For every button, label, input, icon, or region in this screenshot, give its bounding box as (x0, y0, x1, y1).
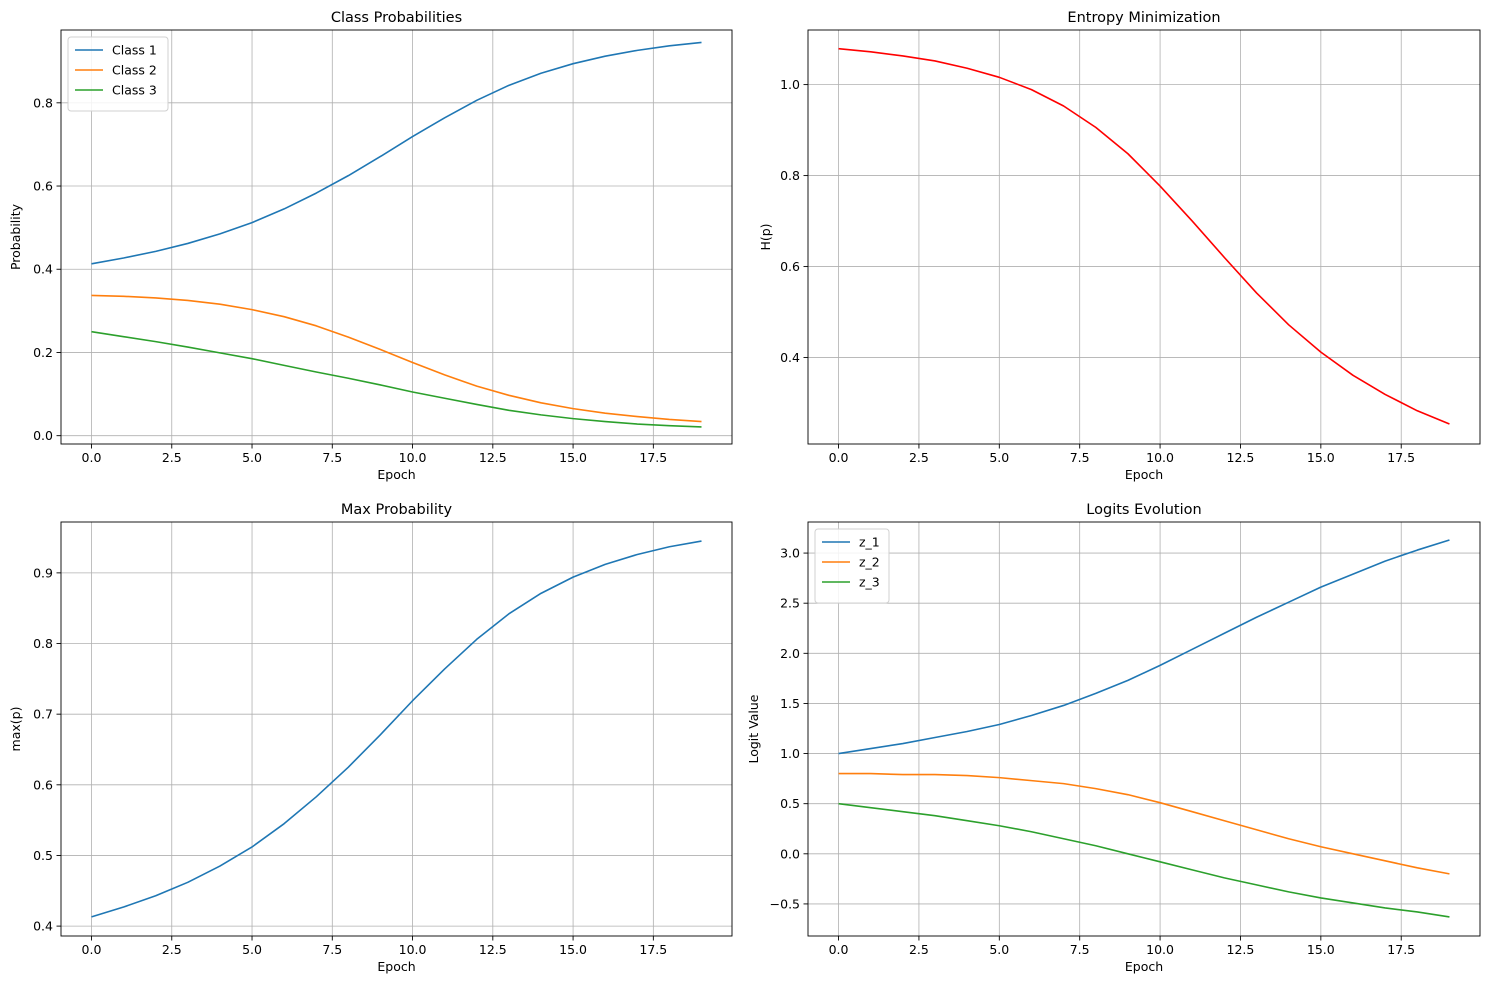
chart-panel-4: 0.0 2.5 5.0 7.5 10.0 12.5 15.0 17.5 −0.5 0.0 0.5 1.… (746, 502, 1481, 974)
y-axis-label: H(p) (758, 223, 773, 250)
x-tick-label: 10.0 (399, 450, 427, 465)
chart-title: Max Probability (341, 502, 453, 518)
series-line-max-p- (91, 540, 702, 918)
x-tick-label: 7.5 (1070, 942, 1090, 957)
x-tick-label: 0.0 (82, 942, 102, 957)
legend-entry-label: z_2 (859, 555, 880, 570)
y-tick-label: 0.8 (780, 168, 800, 183)
series-line-z-3 (838, 802, 1450, 918)
y-tick-label: 0.9 (33, 565, 53, 580)
y-tick-label: 0.6 (33, 179, 53, 194)
chart-panel-1: 0.0 2.5 5.0 7.5 10.0 12.5 15.0 17.5 0.0 0.2 0.4 0.6… (8, 10, 733, 482)
y-tick-label: 0.8 (33, 95, 53, 110)
y-tick-label: 0.5 (780, 796, 800, 811)
series-line-class-2 (91, 294, 702, 423)
chart-panel-2: 0.0 2.5 5.0 7.5 10.0 12.5 15.0 17.5 0.4 0.6 0.8 1.0… (758, 10, 1481, 482)
x-tick-label: 15.0 (559, 942, 587, 957)
x-tick-label: 5.0 (989, 942, 1009, 957)
legend: Class 1 Class 2 Class 3 (67, 36, 169, 112)
legend-box (814, 528, 890, 604)
legend-entry-label: Class 3 (112, 83, 157, 98)
legend-entry-label: z_3 (859, 575, 880, 590)
y-tick-label: 0.4 (780, 350, 800, 365)
legend-entry-label: Class 1 (112, 43, 157, 58)
x-axis-label: Epoch (377, 959, 415, 974)
x-axis-label: Epoch (377, 467, 415, 482)
series-line-z-2 (838, 772, 1450, 875)
legend-box (67, 36, 169, 112)
x-tick-label: 2.5 (909, 450, 929, 465)
x-tick-label: 12.5 (479, 942, 507, 957)
y-tick-label: 1.5 (780, 696, 800, 711)
x-tick-label: 17.5 (1387, 942, 1415, 957)
y-tick-label: −0.5 (770, 896, 800, 911)
y-tick-label: 0.6 (780, 259, 800, 274)
x-tick-label: 17.5 (1387, 450, 1415, 465)
y-tick-label: 2.0 (780, 646, 800, 661)
series-line-h-p- (838, 47, 1450, 425)
y-tick-label: 0.0 (780, 846, 800, 861)
chart-title: Logits Evolution (1086, 502, 1201, 518)
y-tick-label: 0.8 (33, 636, 53, 651)
y-tick-label: 0.4 (33, 262, 53, 277)
axes-frame (60, 521, 733, 937)
x-tick-label: 2.5 (162, 942, 182, 957)
y-tick-label: 0.6 (33, 777, 53, 792)
chart-title: Class Probabilities (331, 10, 462, 26)
x-tick-label: 0.0 (82, 450, 102, 465)
y-tick-label: 0.5 (33, 848, 53, 863)
x-tick-label: 10.0 (1146, 450, 1174, 465)
x-tick-label: 0.0 (829, 450, 849, 465)
y-tick-label: 0.0 (33, 428, 53, 443)
x-tick-label: 7.5 (322, 450, 342, 465)
x-tick-label: 15.0 (1307, 450, 1335, 465)
x-tick-label: 12.5 (1227, 942, 1255, 957)
axes-frame (807, 521, 1481, 937)
x-tick-label: 5.0 (242, 942, 262, 957)
y-axis-label: max(p) (8, 707, 23, 752)
y-tick-label: 1.0 (780, 77, 800, 92)
x-tick-label: 10.0 (399, 942, 427, 957)
series-line-class-1 (91, 41, 702, 265)
x-axis-label: Epoch (1125, 959, 1163, 974)
y-tick-label: 0.4 (33, 919, 53, 934)
y-tick-label: 0.2 (33, 345, 53, 360)
x-tick-label: 15.0 (559, 450, 587, 465)
x-axis-label: Epoch (1125, 467, 1163, 482)
x-tick-label: 7.5 (1070, 450, 1090, 465)
y-tick-label: 2.5 (780, 596, 800, 611)
x-tick-label: 10.0 (1146, 942, 1174, 957)
y-axis-label: Probability (8, 203, 23, 270)
y-axis-label: Logit Value (746, 694, 761, 763)
x-tick-label: 12.5 (479, 450, 507, 465)
y-tick-label: 3.0 (780, 546, 800, 561)
x-tick-label: 7.5 (322, 942, 342, 957)
chart-panel-3: 0.0 2.5 5.0 7.5 10.0 12.5 15.0 17.5 0.4 0.5 0.6 0.7… (8, 502, 733, 974)
y-tick-label: 1.0 (780, 746, 800, 761)
x-tick-label: 5.0 (989, 450, 1009, 465)
x-tick-label: 15.0 (1307, 942, 1335, 957)
y-tick-label: 0.7 (33, 707, 53, 722)
x-tick-label: 0.0 (829, 942, 849, 957)
series-line-class-3 (91, 330, 702, 428)
x-tick-label: 17.5 (639, 450, 667, 465)
x-tick-label: 17.5 (639, 942, 667, 957)
x-tick-label: 5.0 (242, 450, 262, 465)
x-tick-label: 12.5 (1227, 450, 1255, 465)
legend: z_1 z_2 z_3 (814, 528, 890, 604)
axes-frame (807, 29, 1481, 445)
chart-title: Entropy Minimization (1067, 10, 1220, 26)
legend-entry-label: z_1 (859, 535, 880, 550)
series-line-z-1 (838, 539, 1450, 755)
x-tick-label: 2.5 (909, 942, 929, 957)
legend-entry-label: Class 2 (112, 63, 157, 78)
x-tick-label: 2.5 (162, 450, 182, 465)
axes-frame (60, 29, 733, 445)
